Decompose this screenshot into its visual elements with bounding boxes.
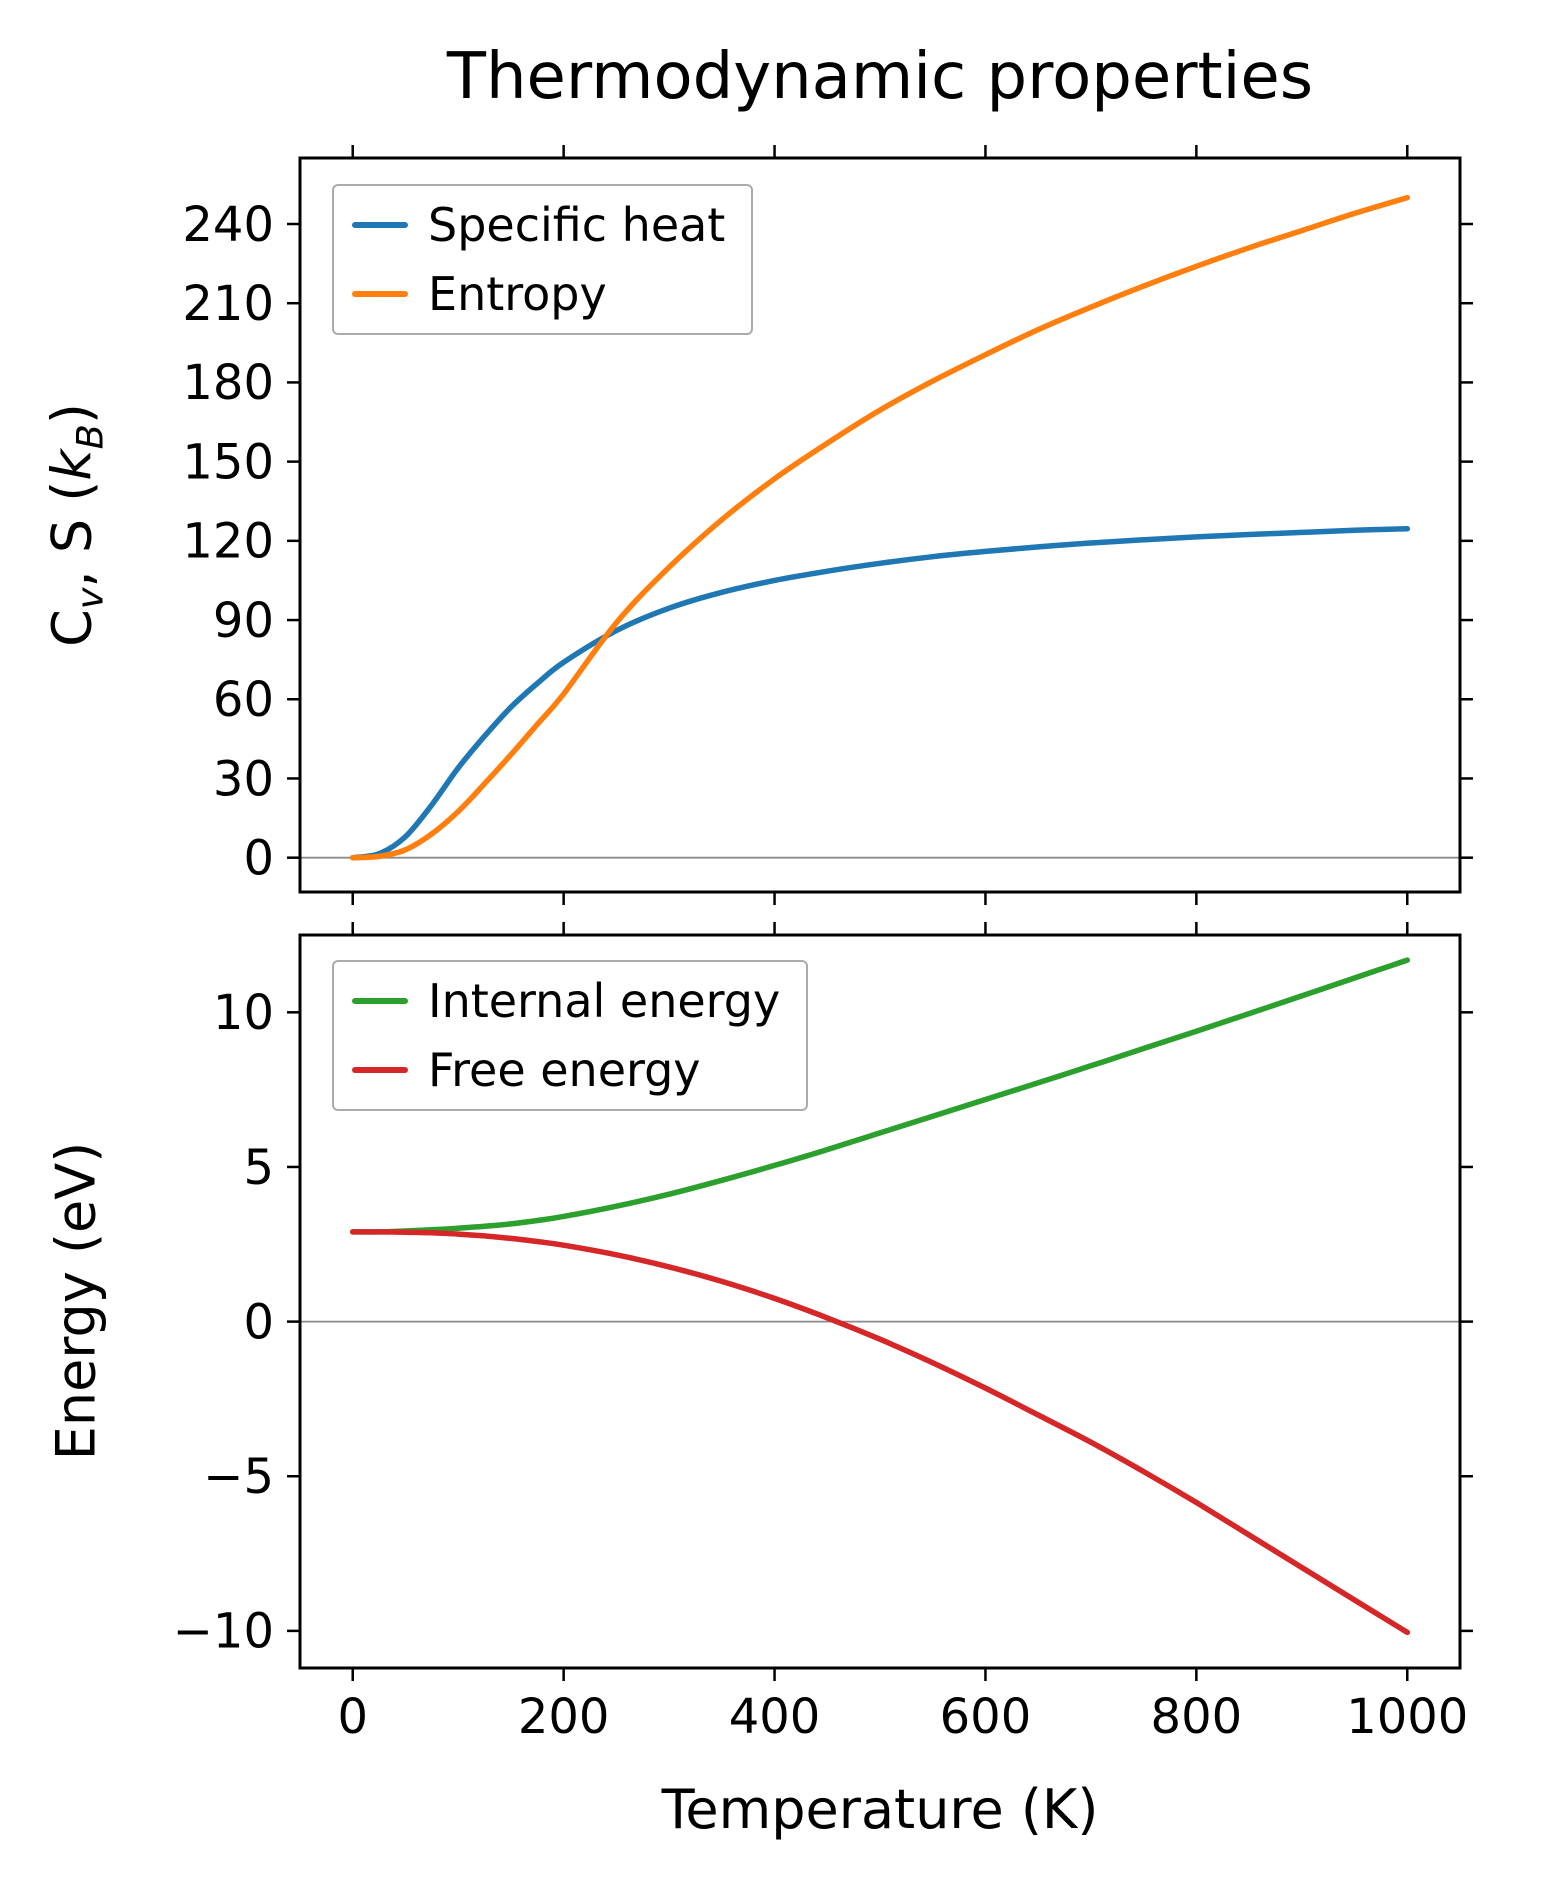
- legend-label: Free energy: [428, 1042, 701, 1097]
- ylabel-part: , S (: [40, 480, 104, 588]
- chart-title: Thermodynamic properties: [446, 40, 1314, 114]
- y-tick-label: 180: [182, 355, 274, 411]
- bottom-y-axis-label: Energy (eV): [44, 1141, 108, 1461]
- ylabel-part: ): [40, 403, 104, 425]
- x-tick-label: 600: [940, 1689, 1032, 1745]
- x-tick-label: 200: [518, 1689, 610, 1745]
- series-line-internal-energy: [349, 957, 1411, 1235]
- top-plot: 0 30 60 90 120 150 180 210 240: [182, 145, 1473, 905]
- legend-line-sample: [352, 998, 408, 1005]
- series-line-entropy: [349, 194, 1411, 861]
- y-tick-label: −10: [173, 1604, 274, 1660]
- ylabel-part: k: [40, 449, 104, 481]
- legend-bottom: Internal energy Free energy: [332, 960, 809, 1112]
- axes-frame: [298, 156, 1462, 894]
- legend-label: Entropy: [428, 266, 607, 321]
- x-tick-label: 800: [1151, 1689, 1243, 1745]
- y-tick-label: −5: [203, 1449, 274, 1505]
- y-tick-label: 0: [243, 1294, 274, 1350]
- y-tick-label: 120: [182, 514, 274, 570]
- ylabel-part: C: [40, 609, 104, 647]
- legend-item-entropy: Entropy: [352, 266, 725, 321]
- legend-item-free-energy: Free energy: [352, 1042, 780, 1097]
- y-tick-label: 10: [213, 985, 274, 1041]
- legend-line-sample: [352, 290, 408, 297]
- legend-label: Internal energy: [428, 974, 781, 1028]
- legend-top: Specific heat Entropy: [332, 184, 754, 336]
- x-axis-label: Temperature (K): [661, 1778, 1099, 1841]
- y-tick-label: 30: [213, 751, 274, 807]
- x-tick-label: 0: [337, 1689, 368, 1745]
- bottom-plot: 0 200 400 600 800 1000 −10 −5 0 5 10: [173, 922, 1473, 1745]
- y-tick-label: 5: [243, 1140, 274, 1196]
- y-tick-label: 210: [182, 276, 274, 332]
- series-line-specific-heat: [349, 525, 1411, 861]
- legend-item-specific-heat: Specific heat: [352, 200, 725, 251]
- y-tick-label: 90: [213, 593, 274, 649]
- legend-line-sample: [352, 1066, 408, 1073]
- x-tick-label: 400: [729, 1689, 821, 1745]
- axes-frame: [298, 933, 1462, 1670]
- y-tick-label: 60: [213, 672, 274, 728]
- legend-label: Specific heat: [428, 198, 726, 252]
- y-tick-label: 0: [243, 830, 274, 886]
- top-y-axis-label: Cv, S (kB): [41, 403, 112, 647]
- legend-item-internal-energy: Internal energy: [352, 976, 780, 1027]
- ylabel-subscript: B: [68, 424, 112, 450]
- y-tick-label: 240: [182, 197, 274, 253]
- y-tick-label: 150: [182, 434, 274, 490]
- series-line-free-energy: [349, 1229, 1411, 1636]
- legend-line-sample: [352, 222, 408, 229]
- ylabel-subscript: v: [68, 587, 112, 610]
- x-tick-label: 1000: [1346, 1689, 1468, 1745]
